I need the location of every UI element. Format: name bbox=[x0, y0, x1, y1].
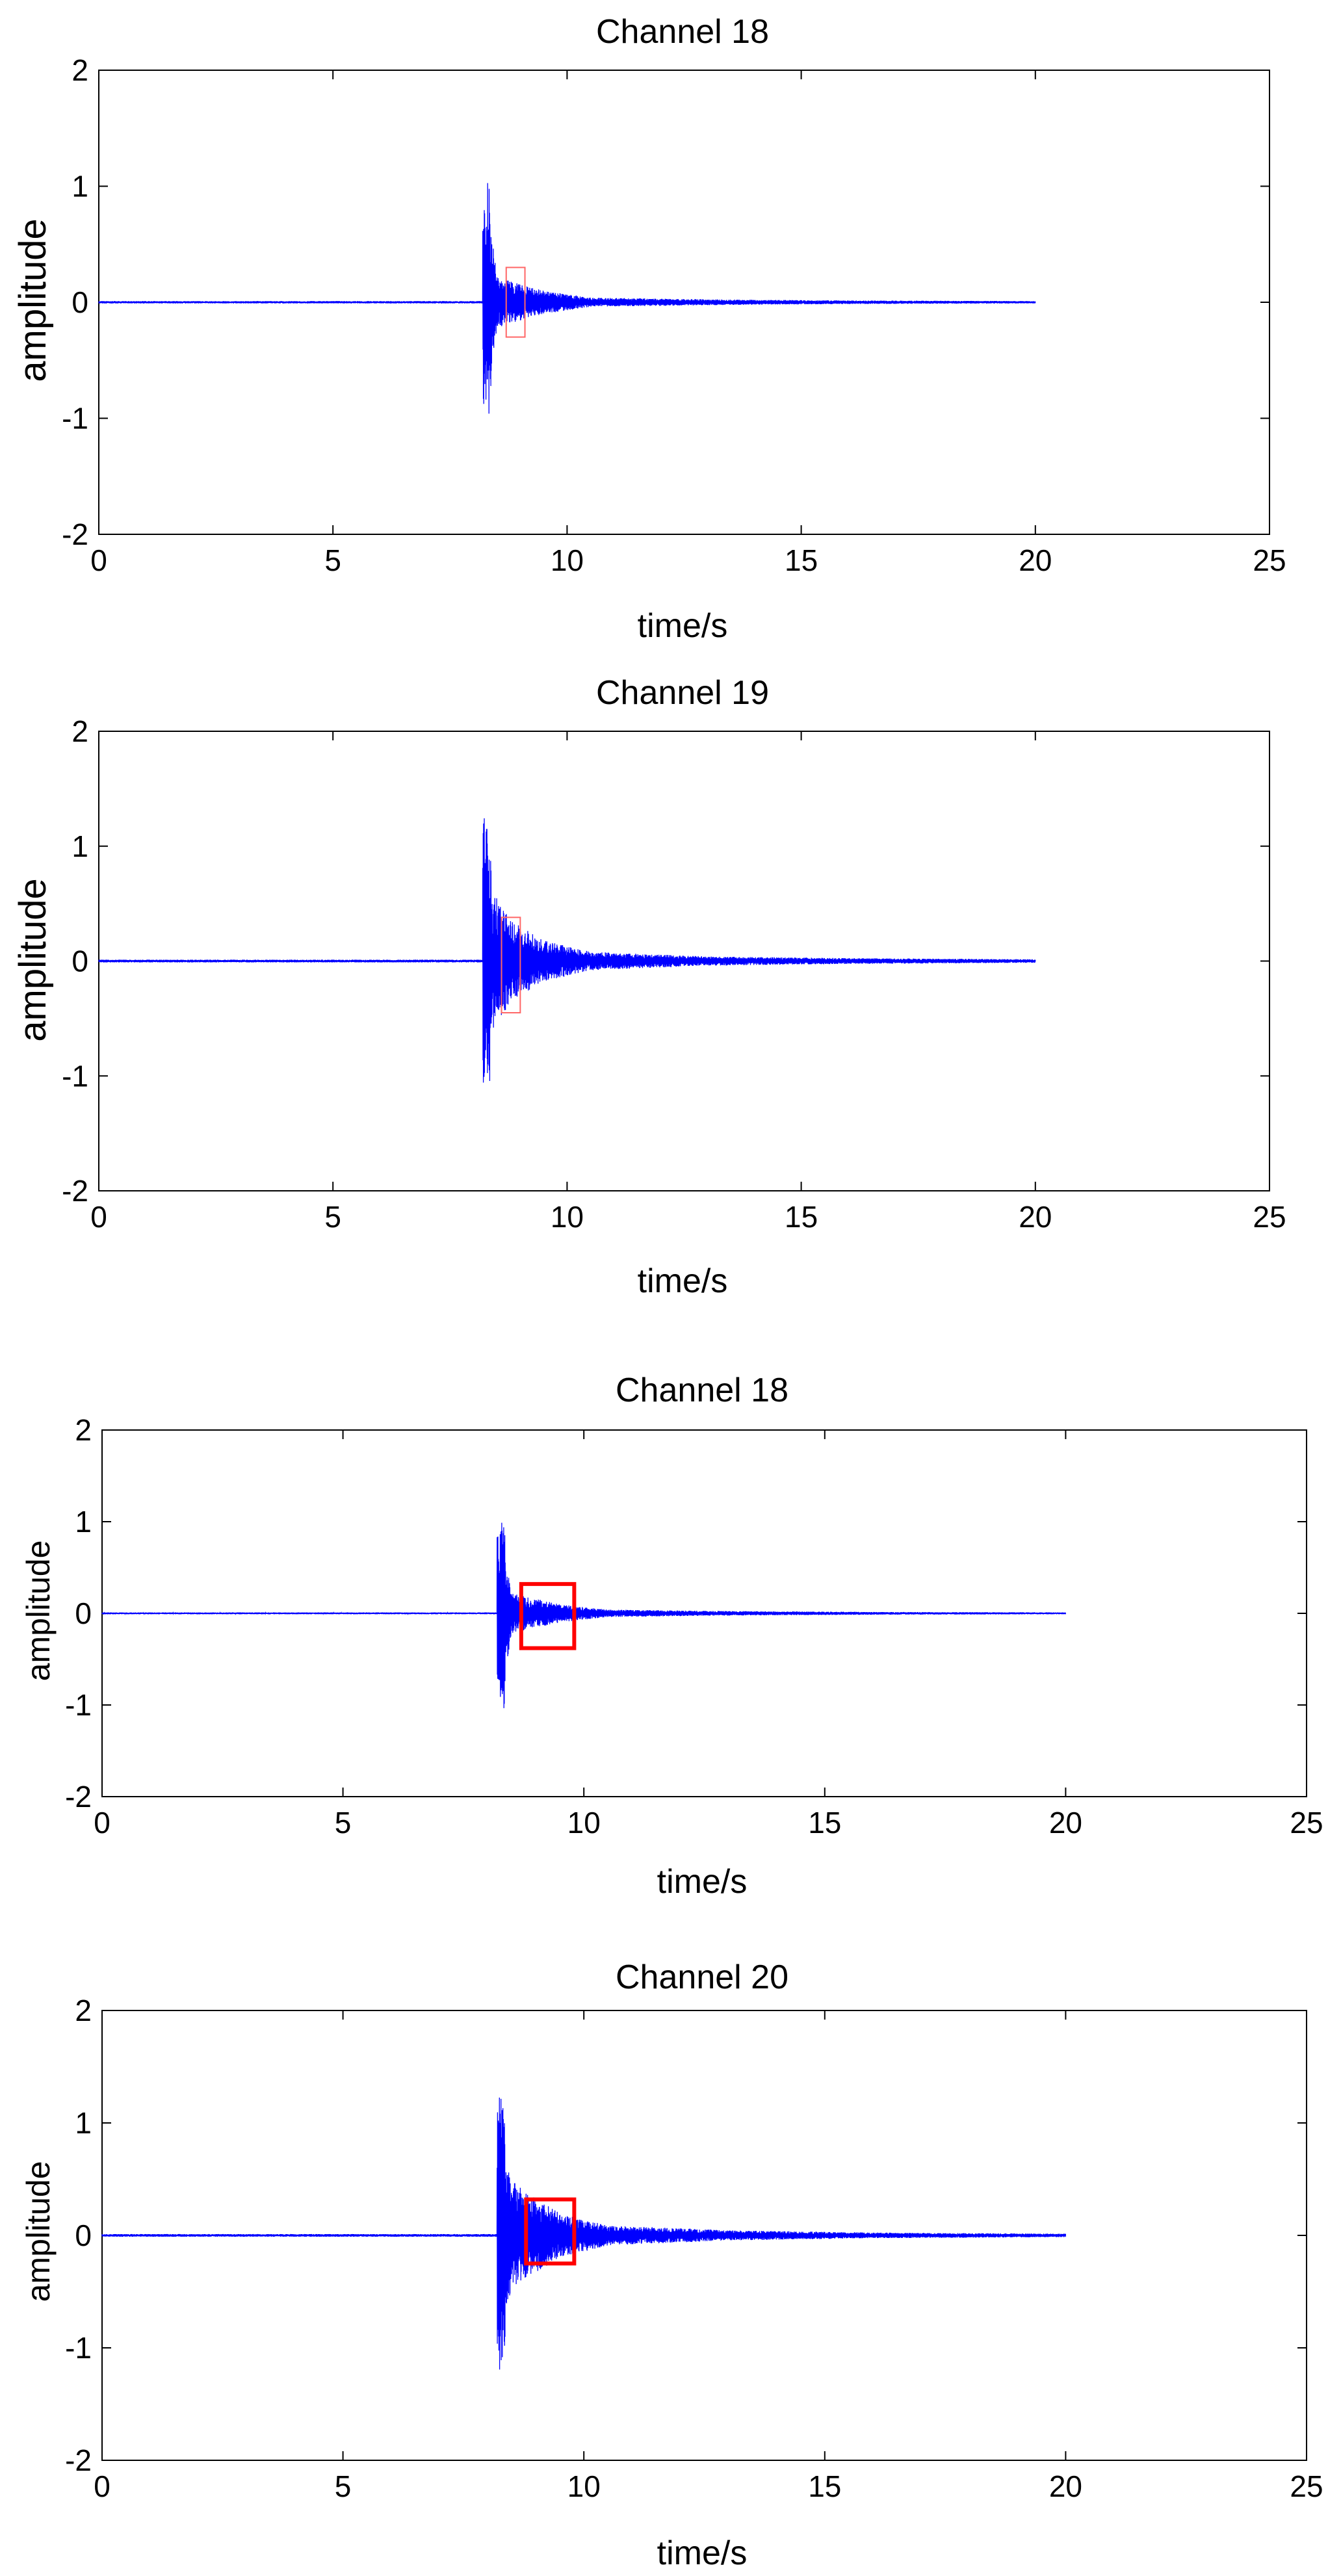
subplot-2-ylabel: amplitude bbox=[12, 878, 54, 1041]
y-tick-label: -1 bbox=[62, 1059, 88, 1093]
y-tick-label: 2 bbox=[75, 1994, 92, 2027]
y-tick-label: 1 bbox=[75, 1505, 92, 1539]
y-tick-label: -1 bbox=[65, 1688, 92, 1722]
y-tick-label: 0 bbox=[75, 2218, 92, 2252]
y-tick-label: 2 bbox=[72, 53, 88, 87]
x-tick-label: 10 bbox=[567, 2469, 601, 2503]
y-tick-label: -1 bbox=[62, 402, 88, 436]
subplot-1-xlabel: time/s bbox=[638, 607, 728, 645]
x-tick-label: 15 bbox=[808, 2469, 841, 2503]
x-tick-label: 15 bbox=[808, 1806, 841, 1840]
highlight-box bbox=[524, 2197, 577, 2266]
y-tick-label: 0 bbox=[72, 944, 88, 978]
x-tick-label: 25 bbox=[1290, 2469, 1323, 2503]
subplot-1-title: Channel 18 bbox=[596, 13, 769, 51]
x-tick-label: 10 bbox=[567, 1806, 601, 1840]
y-tick-label: -2 bbox=[65, 2443, 92, 2477]
y-tick-label: 2 bbox=[75, 1413, 92, 1447]
x-tick-label: 0 bbox=[90, 543, 107, 577]
series-line bbox=[101, 1522, 1067, 1708]
x-tick-label: 25 bbox=[1290, 1806, 1323, 1840]
subplot-2-xlabel: time/s bbox=[638, 1262, 728, 1300]
subplot-3-title: Channel 18 bbox=[616, 1372, 788, 1409]
subplot-2-title: Channel 19 bbox=[596, 674, 769, 712]
subplot-4-title: Channel 20 bbox=[616, 1958, 788, 1996]
subplot-4-ylabel: amplitude bbox=[20, 2161, 57, 2302]
y-tick-label: 0 bbox=[72, 285, 88, 319]
subplot-1: Channel 18 amplitude time/s 0 5 10 15 20 25-2… bbox=[12, 13, 1286, 645]
subplot-3-ylabel: amplitude bbox=[20, 1541, 57, 1682]
x-tick-label: 20 bbox=[1019, 1200, 1052, 1234]
y-tick-label: 2 bbox=[72, 714, 88, 748]
y-tick-label: 1 bbox=[75, 2106, 92, 2140]
highlight-box bbox=[519, 1581, 577, 1650]
y-tick-label: -1 bbox=[65, 2331, 92, 2365]
series-line bbox=[101, 2097, 1067, 2370]
x-tick-label: 5 bbox=[335, 2469, 352, 2503]
highlight-box bbox=[505, 267, 526, 338]
x-tick-label: 5 bbox=[324, 543, 341, 577]
y-tick-label: 1 bbox=[72, 170, 88, 203]
subplot-1-ylabel: amplitude bbox=[12, 218, 54, 382]
x-tick-label: 0 bbox=[90, 1200, 107, 1234]
x-tick-label: 5 bbox=[324, 1200, 341, 1234]
x-tick-label: 5 bbox=[335, 1806, 352, 1840]
x-tick-label: 25 bbox=[1253, 543, 1286, 577]
highlight-box bbox=[501, 917, 521, 1014]
series-line bbox=[98, 818, 1036, 1083]
y-tick-label: -2 bbox=[62, 1174, 88, 1208]
x-tick-label: 20 bbox=[1049, 2469, 1082, 2503]
y-tick-label: 1 bbox=[72, 829, 88, 863]
y-tick-label: -2 bbox=[65, 1780, 92, 1814]
x-tick-label: 0 bbox=[94, 2469, 111, 2503]
x-tick-label: 10 bbox=[551, 543, 584, 577]
y-tick-label: -2 bbox=[62, 517, 88, 551]
subplot-4-plot-area: 0 5 10 15 20 25 -2 -1 0 1 2 bbox=[65, 1994, 1323, 2503]
x-tick-label: 15 bbox=[785, 1200, 818, 1234]
x-tick-label: 20 bbox=[1049, 1806, 1082, 1840]
subplot-2-plot-area: 0 5 10 15 20 25 -2 -1 0 1 2 bbox=[62, 714, 1286, 1234]
subplot-3-xlabel: time/s bbox=[657, 1863, 748, 1901]
subplot-2: Channel 19 amplitude time/s 0 5 10 15 20 25-2… bbox=[12, 674, 1286, 1300]
subplot-3-plot-area: 0 5 10 15 20 25 -2 -1 0 1 2 bbox=[65, 1413, 1323, 1840]
y-tick-label: 0 bbox=[75, 1596, 92, 1630]
x-tick-label: 15 bbox=[785, 543, 818, 577]
x-tick-label: 10 bbox=[551, 1200, 584, 1234]
x-tick-label: 0 bbox=[94, 1806, 111, 1840]
series-line bbox=[98, 183, 1036, 414]
subplot-4-xlabel: time/s bbox=[657, 2534, 748, 2572]
subplot-1-plot-area: 0 5 10 15 20 25 -2 -1 0 1 2 bbox=[62, 53, 1286, 577]
x-tick-label: 25 bbox=[1253, 1200, 1286, 1234]
x-tick-label: 20 bbox=[1019, 543, 1052, 577]
subplot-3: Channel 18 amplitude time/s 0 5 10 15 20 25-2… bbox=[20, 1372, 1323, 1901]
subplot-4: Channel 20 amplitude time/s 0 5 10 15 20 25-2… bbox=[20, 1958, 1323, 2572]
